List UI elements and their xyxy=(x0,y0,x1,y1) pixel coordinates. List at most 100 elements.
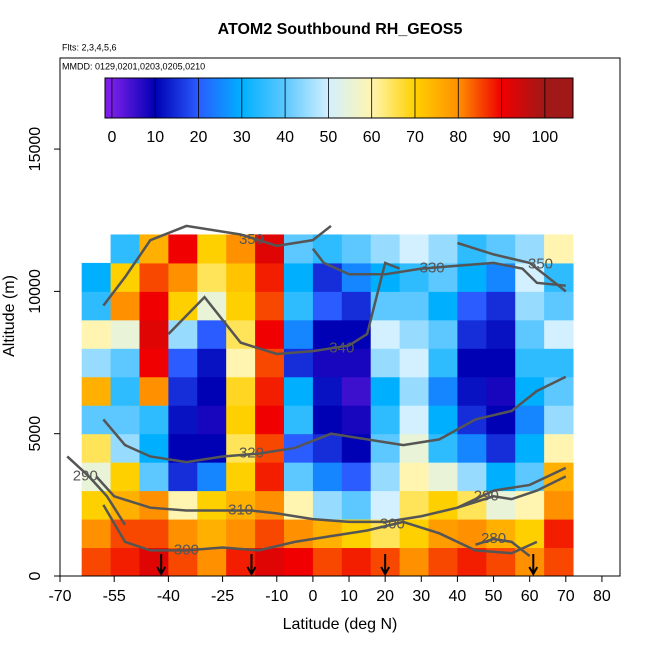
heat-cell xyxy=(515,433,545,463)
heat-cell xyxy=(168,405,198,435)
contour-line xyxy=(475,537,531,558)
heat-cell xyxy=(515,234,545,264)
heat-cell xyxy=(515,376,545,406)
heat-cell xyxy=(255,433,285,463)
heat-cell xyxy=(139,262,169,292)
heat-cell xyxy=(168,319,198,349)
heat-cell xyxy=(544,519,574,549)
x-tick-label: -40 xyxy=(157,588,180,605)
heat-cell xyxy=(226,462,256,492)
heat-cell xyxy=(255,490,285,520)
heat-cell xyxy=(312,348,343,378)
contour-label: 310 xyxy=(228,502,253,519)
heat-cell xyxy=(197,490,227,520)
heat-cell xyxy=(284,405,314,435)
heat-cell xyxy=(255,547,285,576)
contour-line xyxy=(66,455,127,526)
heat-cell xyxy=(312,405,343,435)
x-tick-label: 40 xyxy=(449,588,467,605)
heat-cell xyxy=(255,405,285,435)
heat-cell xyxy=(428,490,458,520)
x-tick-label: -25 xyxy=(211,588,234,605)
heat-cell xyxy=(515,405,545,435)
heat-cell xyxy=(544,234,574,264)
heat-cell xyxy=(341,291,372,321)
heat-cell xyxy=(486,262,516,292)
heat-cell xyxy=(255,462,285,492)
heat-cell xyxy=(197,262,227,292)
heat-cell xyxy=(226,376,256,406)
heat-cell xyxy=(197,547,227,576)
heat-cell xyxy=(341,348,372,378)
heat-cell xyxy=(81,433,112,463)
colorbar-tick-label: 20 xyxy=(190,129,208,146)
heat-cell xyxy=(457,547,487,576)
colorbar-tick-label: 30 xyxy=(233,129,251,146)
heat-cell xyxy=(197,319,227,349)
contour-label: 290 xyxy=(73,467,98,484)
heat-cell xyxy=(197,462,227,492)
contour-label: 290 xyxy=(474,487,499,504)
contour-line xyxy=(102,504,538,555)
heat-cell xyxy=(428,405,458,435)
heat-cell xyxy=(457,462,487,492)
contour-line xyxy=(457,475,567,509)
heat-cell xyxy=(428,319,458,349)
x-tick-label: 50 xyxy=(485,588,503,605)
heat-cell xyxy=(168,291,198,321)
heat-cell xyxy=(457,405,487,435)
heat-cell xyxy=(139,291,169,321)
heat-cell xyxy=(486,490,516,520)
heat-cell xyxy=(255,262,285,292)
heat-cell xyxy=(139,348,169,378)
heat-cell xyxy=(110,234,140,264)
heat-cell xyxy=(255,291,285,321)
colorbar-tick-label: 0 xyxy=(107,129,116,146)
heat-cell xyxy=(515,519,545,549)
heat-cell xyxy=(457,262,487,292)
heat-cell xyxy=(284,262,314,292)
heat-cell xyxy=(81,319,112,349)
heat-cell xyxy=(312,376,343,406)
contour-label: 350 xyxy=(239,231,264,248)
heat-cell xyxy=(197,234,227,264)
contour-label: 330 xyxy=(420,260,445,277)
heat-cell xyxy=(486,462,516,492)
heat-cell xyxy=(486,376,516,406)
contour-label: 300 xyxy=(380,516,405,533)
heat-cell xyxy=(197,519,227,549)
heat-cell xyxy=(284,547,314,576)
colorbar xyxy=(104,77,574,119)
heat-cell xyxy=(197,405,227,435)
heat-cell xyxy=(457,319,487,349)
heat-cell xyxy=(457,348,487,378)
heat-cell xyxy=(370,234,401,264)
colorbar-tick-label: 50 xyxy=(319,129,337,146)
heat-cell xyxy=(139,376,169,406)
heat-cell xyxy=(110,376,140,406)
heat-cell xyxy=(312,547,343,576)
arrow xyxy=(246,554,257,577)
colorbar-tick-label: 40 xyxy=(276,129,294,146)
heat-cell xyxy=(139,547,169,576)
heat-cell xyxy=(399,433,430,463)
heat-cell xyxy=(515,348,545,378)
heat-cell xyxy=(399,234,430,264)
heat-cell xyxy=(341,547,372,576)
contour-label: 340 xyxy=(329,339,354,356)
x-tick-label: -55 xyxy=(103,588,126,605)
heat-cell xyxy=(515,547,545,576)
contour-line xyxy=(457,241,567,293)
heat-cell xyxy=(81,519,112,549)
contour-line xyxy=(311,247,566,287)
heat-cell xyxy=(197,376,227,406)
contour-label: 280 xyxy=(481,530,506,547)
y-tick-label: 5000 xyxy=(27,416,44,452)
heatmap xyxy=(81,234,574,576)
heat-cell xyxy=(341,490,372,520)
heat-cell xyxy=(312,490,343,520)
heat-cell xyxy=(139,462,169,492)
heat-cell xyxy=(110,462,140,492)
heat-cell xyxy=(515,291,545,321)
